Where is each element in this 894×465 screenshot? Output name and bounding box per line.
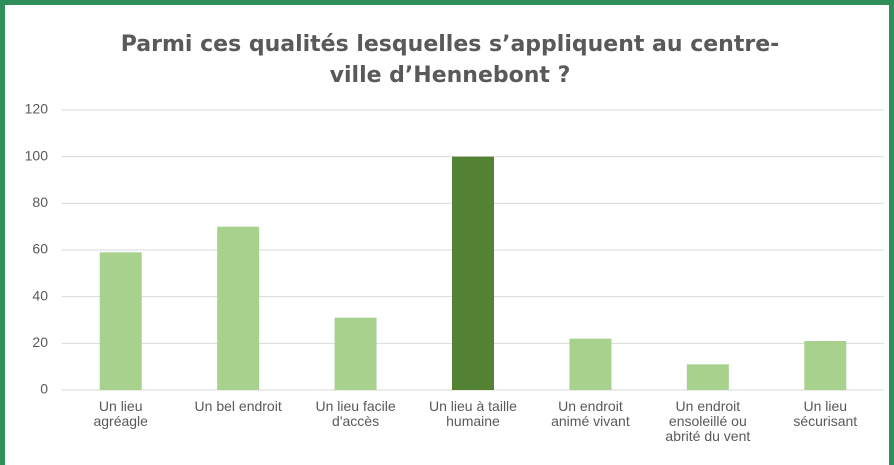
y-tick-label: 60: [32, 241, 48, 257]
x-tick-label: Un lieu à taille humaine: [429, 398, 517, 429]
x-tick-label: Un lieu sécurisant: [793, 398, 858, 429]
x-tick-label: Un lieu agréagle: [93, 398, 148, 429]
chart: 0 20 40 60 80 100 120: [25, 101, 884, 397]
y-tick-label: 80: [32, 194, 48, 210]
bar: [217, 226, 260, 390]
y-tick-label: 40: [32, 287, 48, 303]
y-tick-label: 20: [32, 334, 48, 350]
x-tick-label: Un endroit animé vivant: [551, 398, 630, 429]
x-tick-label: Un endroit ensoleillé ou abrité du vent: [665, 398, 751, 444]
bar: [804, 341, 847, 390]
bar: [99, 252, 142, 390]
bar: [569, 338, 612, 390]
bar: [686, 364, 729, 390]
y-tick-label: 120: [25, 101, 49, 117]
bar: [452, 156, 494, 390]
x-tick-label: Un bel endroit: [194, 398, 282, 414]
y-tick-label: 100: [25, 147, 49, 163]
bar: [334, 317, 377, 390]
chart-title: Parmi ces qualités lesquelles s’applique…: [120, 32, 780, 88]
y-tick-label: 0: [40, 381, 48, 397]
x-tick-label: Un lieu facile d'accès: [315, 398, 396, 429]
